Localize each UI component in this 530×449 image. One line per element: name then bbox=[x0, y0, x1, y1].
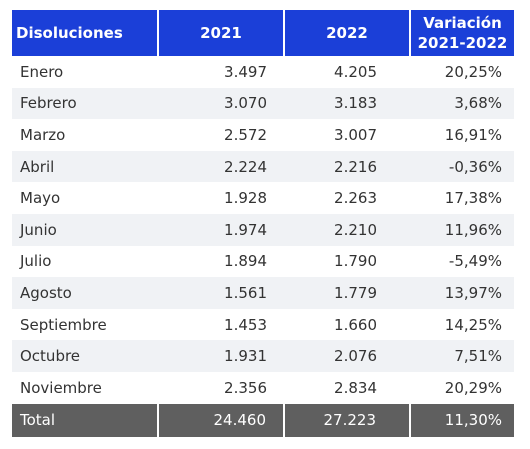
value-2022-cell: 3.183 bbox=[284, 87, 410, 120]
month-cell: Agosto bbox=[12, 277, 158, 309]
value-2022-cell: 2.216 bbox=[284, 150, 410, 183]
value-2021-cell: 1.894 bbox=[158, 245, 284, 278]
variation-cell: 20,29% bbox=[410, 371, 514, 404]
value-2021-cell: 3.497 bbox=[158, 56, 284, 88]
table-row: Septiembre 1.453 1.660 14,25% bbox=[12, 308, 514, 341]
month-cell: Marzo bbox=[12, 119, 158, 151]
variation-cell: 11,96% bbox=[410, 213, 514, 246]
header-row: Disoluciones 2021 2022 Variación 2021-20… bbox=[12, 10, 514, 56]
value-2021-cell: 1.453 bbox=[158, 308, 284, 341]
table-body: Enero 3.497 4.205 20,25% Febrero 3.070 3… bbox=[12, 56, 514, 404]
value-2021-cell: 2.572 bbox=[158, 119, 284, 151]
variation-cell: 7,51% bbox=[410, 340, 514, 372]
table-row: Abril 2.224 2.216 -0,36% bbox=[12, 150, 514, 183]
value-2022-cell: 1.779 bbox=[284, 277, 410, 309]
table-header: Disoluciones 2021 2022 Variación 2021-20… bbox=[12, 10, 514, 56]
total-label: Total bbox=[12, 403, 158, 437]
table-row: Febrero 3.070 3.183 3,68% bbox=[12, 87, 514, 120]
month-cell: Junio bbox=[12, 213, 158, 246]
table-row: Mayo 1.928 2.263 17,38% bbox=[12, 182, 514, 214]
value-2021-cell: 1.931 bbox=[158, 340, 284, 372]
value-2022-cell: 2.210 bbox=[284, 213, 410, 246]
value-2021-cell: 1.974 bbox=[158, 213, 284, 246]
value-2022-cell: 1.660 bbox=[284, 308, 410, 341]
variation-cell: -5,49% bbox=[410, 245, 514, 278]
variation-cell: 14,25% bbox=[410, 308, 514, 341]
variation-cell: 17,38% bbox=[410, 182, 514, 214]
month-cell: Enero bbox=[12, 56, 158, 88]
header-2022: 2022 bbox=[283, 10, 410, 56]
month-cell: Septiembre bbox=[12, 308, 158, 341]
value-2022-cell: 4.205 bbox=[284, 56, 410, 88]
value-2021-cell: 2.356 bbox=[158, 371, 284, 404]
month-cell: Abril bbox=[12, 150, 158, 183]
dissolutions-table: Disoluciones 2021 2022 Variación 2021-20… bbox=[12, 10, 514, 437]
table-row: Octubre 1.931 2.076 7,51% bbox=[12, 340, 514, 372]
value-2022-cell: 1.790 bbox=[284, 245, 410, 278]
header-2021: 2021 bbox=[157, 10, 284, 56]
header-variacion-line1: Variación bbox=[423, 14, 502, 32]
variation-cell: 13,97% bbox=[410, 277, 514, 309]
variation-cell: 20,25% bbox=[410, 56, 514, 88]
month-cell: Julio bbox=[12, 245, 158, 278]
month-cell: Octubre bbox=[12, 340, 158, 372]
total-row: Total 24.460 27.223 11,30% bbox=[12, 403, 514, 437]
month-cell: Febrero bbox=[12, 87, 158, 120]
variation-cell: 3,68% bbox=[410, 87, 514, 120]
table-row: Noviembre 2.356 2.834 20,29% bbox=[12, 371, 514, 404]
value-2021-cell: 1.561 bbox=[158, 277, 284, 309]
month-cell: Noviembre bbox=[12, 371, 158, 404]
value-2022-cell: 2.076 bbox=[284, 340, 410, 372]
value-2022-cell: 2.263 bbox=[284, 182, 410, 214]
variation-cell: -0,36% bbox=[410, 150, 514, 183]
table-row: Junio 1.974 2.210 11,96% bbox=[12, 213, 514, 246]
total-2022: 27.223 bbox=[283, 403, 410, 437]
total-variation: 11,30% bbox=[409, 403, 514, 437]
table-row: Enero 3.497 4.205 20,25% bbox=[12, 56, 514, 88]
table-footer: Total 24.460 27.223 11,30% bbox=[12, 403, 514, 437]
total-2021: 24.460 bbox=[157, 403, 284, 437]
header-disoluciones: Disoluciones bbox=[12, 10, 158, 56]
header-variacion: Variación 2021-2022 bbox=[409, 10, 514, 56]
value-2021-cell: 2.224 bbox=[158, 150, 284, 183]
value-2022-cell: 2.834 bbox=[284, 371, 410, 404]
header-variacion-line2: 2021-2022 bbox=[417, 34, 508, 52]
table-row: Agosto 1.561 1.779 13,97% bbox=[12, 277, 514, 309]
table-row: Marzo 2.572 3.007 16,91% bbox=[12, 119, 514, 151]
table-row: Julio 1.894 1.790 -5,49% bbox=[12, 245, 514, 278]
value-2021-cell: 1.928 bbox=[158, 182, 284, 214]
value-2022-cell: 3.007 bbox=[284, 119, 410, 151]
variation-cell: 16,91% bbox=[410, 119, 514, 151]
value-2021-cell: 3.070 bbox=[158, 87, 284, 120]
month-cell: Mayo bbox=[12, 182, 158, 214]
